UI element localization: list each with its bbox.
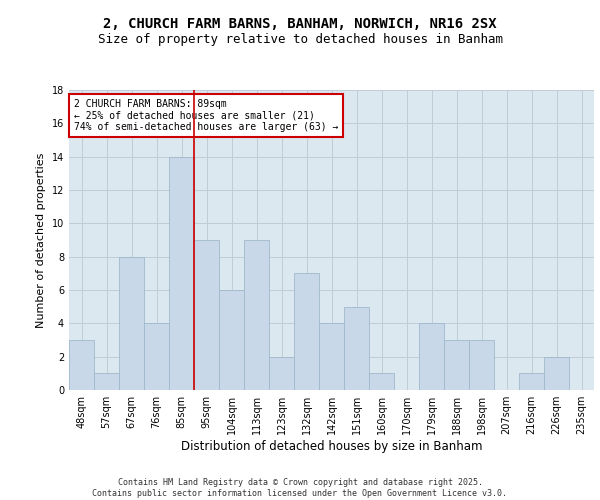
Bar [369, 374, 394, 390]
Bar [69, 340, 94, 390]
X-axis label: Distribution of detached houses by size in Banham: Distribution of detached houses by size … [181, 440, 482, 453]
Bar [419, 324, 444, 390]
Bar [294, 274, 319, 390]
Text: Size of property relative to detached houses in Banham: Size of property relative to detached ho… [97, 32, 503, 46]
Bar [469, 340, 494, 390]
Bar [519, 374, 544, 390]
Text: Contains HM Land Registry data © Crown copyright and database right 2025.
Contai: Contains HM Land Registry data © Crown c… [92, 478, 508, 498]
Bar [544, 356, 569, 390]
Bar [244, 240, 269, 390]
Bar [444, 340, 469, 390]
Bar [144, 324, 169, 390]
Bar [269, 356, 294, 390]
Bar [319, 324, 344, 390]
Text: 2 CHURCH FARM BARNS: 89sqm
← 25% of detached houses are smaller (21)
74% of semi: 2 CHURCH FARM BARNS: 89sqm ← 25% of deta… [74, 99, 338, 132]
Bar [94, 374, 119, 390]
Bar [344, 306, 369, 390]
Text: 2, CHURCH FARM BARNS, BANHAM, NORWICH, NR16 2SX: 2, CHURCH FARM BARNS, BANHAM, NORWICH, N… [103, 18, 497, 32]
Y-axis label: Number of detached properties: Number of detached properties [36, 152, 46, 328]
Bar [219, 290, 244, 390]
Bar [119, 256, 144, 390]
Bar [169, 156, 194, 390]
Bar [194, 240, 219, 390]
